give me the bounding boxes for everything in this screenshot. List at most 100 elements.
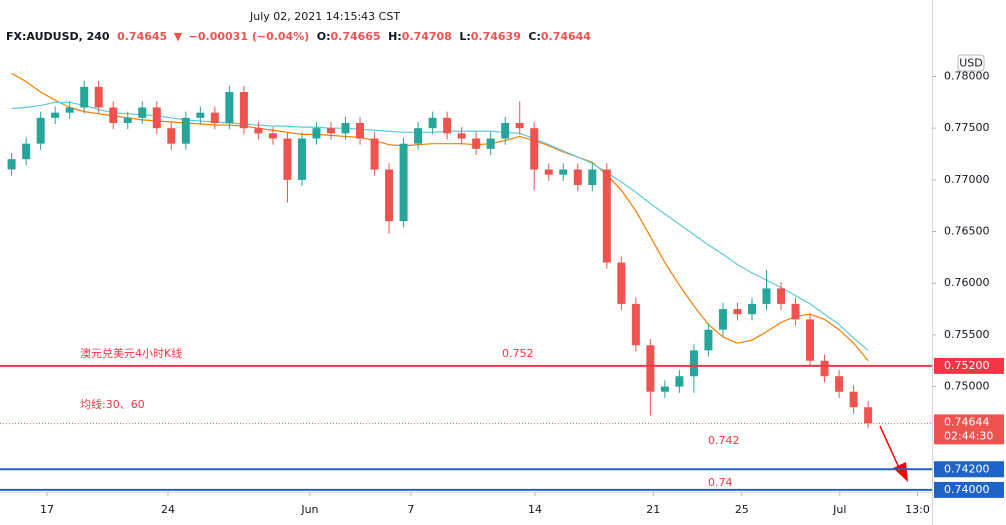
- y-tick-label: 0.75500: [944, 328, 990, 341]
- candle-body: [326, 128, 335, 134]
- annotation: 0.752: [502, 347, 534, 360]
- y-tick-label: 0.77500: [944, 121, 990, 134]
- candle-body: [588, 169, 597, 186]
- x-tick-label: Jun: [300, 503, 318, 516]
- x-tick-label: 7: [407, 503, 414, 516]
- candle-body: [689, 350, 698, 377]
- candle-body: [544, 169, 553, 175]
- candle-body: [646, 345, 655, 392]
- h-value: 0.74708: [402, 30, 452, 43]
- candle-body: [22, 143, 31, 160]
- candle-body: [631, 303, 640, 346]
- level-box: [934, 481, 1004, 498]
- candle-body: [486, 138, 495, 149]
- candle-body: [747, 303, 756, 315]
- y-tick-label: 0.76500: [944, 225, 990, 238]
- price: 0.74645: [117, 30, 167, 43]
- candle-body: [733, 309, 742, 315]
- candle-body: [573, 169, 582, 186]
- candle-body: [675, 376, 684, 387]
- candle-body: [602, 169, 611, 263]
- candle-body: [399, 143, 408, 222]
- candle-body: [414, 128, 423, 144]
- currency: USD: [959, 57, 983, 70]
- last-price-label: 0.74644: [944, 415, 990, 428]
- symbol: FX:AUDUSD, 240: [6, 30, 110, 43]
- plot: [7, 72, 873, 428]
- candle-body: [239, 91, 248, 129]
- change: −0.00031 (−0.04%): [189, 30, 310, 43]
- candle-body: [254, 128, 263, 134]
- candle-body: [820, 360, 829, 377]
- candle-body: [268, 133, 277, 139]
- o-label: O:: [317, 30, 331, 43]
- last-price-box: [934, 414, 1004, 445]
- arrow: [879, 425, 908, 482]
- x-tick-label: 14: [528, 503, 542, 516]
- candle-body: [835, 376, 844, 392]
- currency-box: [957, 54, 985, 72]
- candle-body: [428, 117, 437, 129]
- candle-body: [65, 107, 74, 113]
- candle-body: [806, 319, 815, 361]
- candle-body: [559, 169, 568, 175]
- x-tick-label: 17: [40, 503, 54, 516]
- x-tick-label: Jul: [832, 503, 846, 516]
- candle-body: [530, 128, 539, 170]
- candle-body: [123, 117, 132, 123]
- candle-body: [762, 288, 771, 304]
- x-tick-label: 21: [646, 503, 660, 516]
- candle-body: [341, 123, 350, 134]
- countdown: 02:44:30: [944, 429, 993, 442]
- annotation: 0.74: [708, 476, 733, 489]
- candle-body: [94, 86, 103, 108]
- x-tick-label: 24: [161, 503, 175, 516]
- symbol-info: FX:AUDUSD, 240 0.74645 ▼ −0.00031 (−0.04…: [6, 30, 591, 43]
- candle-body: [181, 117, 190, 144]
- candle-body: [443, 117, 452, 134]
- c-value: 0.74644: [541, 30, 591, 43]
- candle-body: [660, 386, 669, 392]
- l-value: 0.74639: [471, 30, 521, 43]
- candle-body: [225, 91, 234, 123]
- c-label: C:: [528, 30, 540, 43]
- candle-body: [7, 159, 16, 170]
- annotation: 0.742: [708, 434, 740, 447]
- candle-body: [152, 107, 161, 129]
- l-label: L:: [459, 30, 470, 43]
- annotation: 澳元兑美元4小时K线: [80, 346, 182, 360]
- candle-body: [283, 138, 292, 180]
- candle-body: [109, 107, 118, 123]
- candle-body: [312, 128, 321, 139]
- candle-body: [849, 391, 858, 408]
- candle-body: [457, 133, 466, 139]
- candle-body: [385, 169, 394, 222]
- h-label: H:: [388, 30, 402, 43]
- level-label: 0.74000: [944, 483, 990, 496]
- candle-body: [501, 123, 510, 139]
- x-tick-label: 25: [735, 503, 749, 516]
- datetime: July 02, 2021 14:15:43 CST: [249, 10, 400, 23]
- level-box: [934, 357, 1004, 374]
- candle-body: [472, 138, 481, 149]
- level-label: 0.74200: [944, 462, 990, 475]
- candle-body: [51, 112, 60, 118]
- candle-body: [515, 123, 524, 129]
- candle-body: [718, 309, 727, 330]
- o-value: 0.74665: [331, 30, 381, 43]
- candle-body: [864, 407, 873, 424]
- arrow: ▼: [174, 30, 183, 43]
- candle-body: [356, 123, 365, 139]
- candle-body: [704, 329, 713, 351]
- candle-body: [36, 117, 45, 144]
- candle-body: [196, 112, 205, 118]
- x-tick-label: 13:0: [905, 503, 930, 516]
- candle-body: [617, 262, 626, 304]
- level-box: [934, 461, 1004, 478]
- candle-body: [210, 112, 219, 123]
- candle-body: [138, 107, 147, 118]
- annotation: 均线:30、60: [80, 397, 145, 411]
- candle-body: [370, 138, 379, 170]
